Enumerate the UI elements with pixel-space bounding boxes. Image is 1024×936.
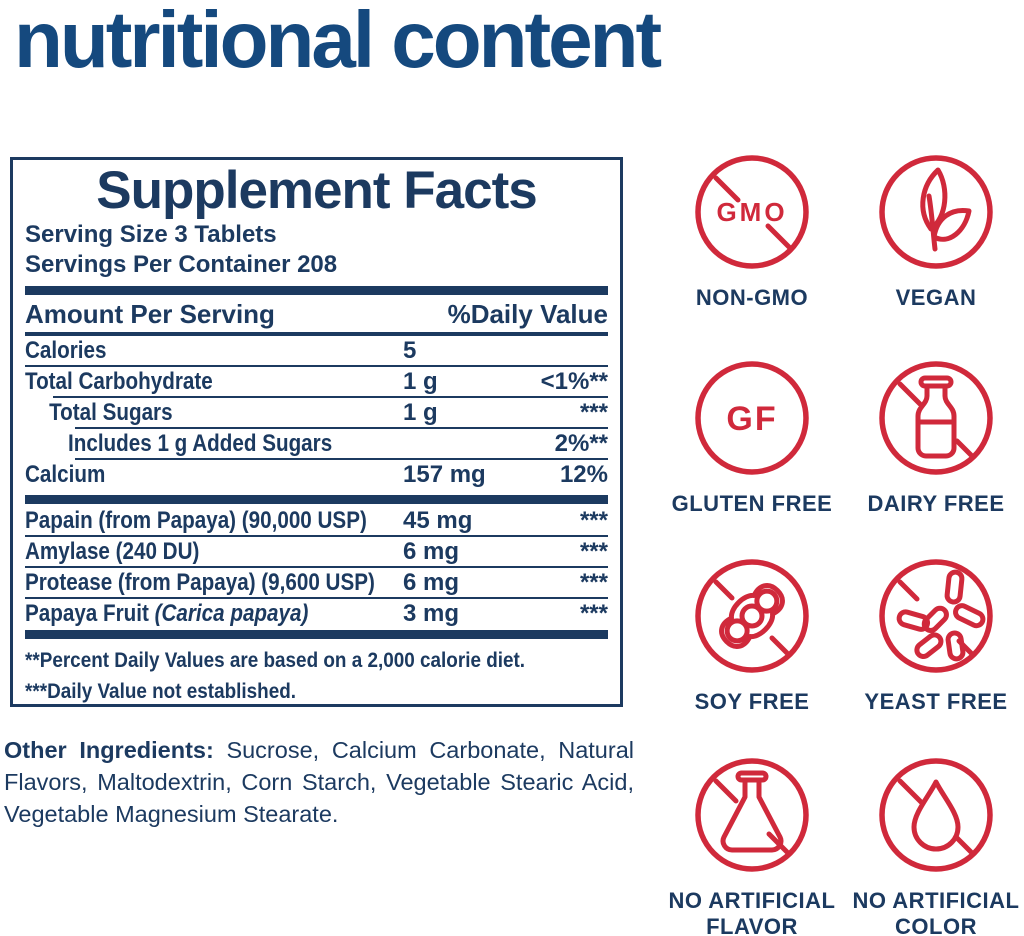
row-dv: *** (579, 569, 608, 596)
gf-icon-text: GF (726, 400, 777, 438)
row-total-carbohydrate: Total Carbohydrate 1 g <1%** (25, 367, 608, 396)
row-divider (25, 535, 608, 537)
row-label: Amylase (240 DU) (25, 538, 200, 565)
badge-label: VEGAN (895, 285, 977, 310)
row-amount: 1 g (403, 399, 438, 426)
row-divider (25, 365, 608, 367)
other-ingredients: Other Ingredients: Sucrose, Calcium Carb… (4, 734, 634, 830)
page-title: nutritional content (14, 0, 662, 84)
badge-label: DAIRY FREE (867, 491, 1005, 516)
certification-badges: GMO NON-GMO VEGAN GF (660, 140, 1024, 936)
badge-label: GLUTEN FREE (671, 491, 833, 516)
gmo-icon-text: GMO (716, 197, 787, 227)
leaves-icon (876, 152, 996, 272)
footnote-daily-values: **Percent Daily Values are based on a 2,… (25, 649, 526, 672)
row-label: Calcium (25, 461, 106, 488)
gf-circle-icon: GF (692, 358, 812, 478)
flask-crossed-icon (692, 755, 812, 875)
row-dv: *** (579, 507, 608, 534)
badge-vegan: VEGAN (844, 140, 1024, 346)
badge-non-gmo: GMO NON-GMO (660, 140, 844, 346)
badge-label: SOY FREE (694, 689, 810, 714)
row-calcium: Calcium 157 mg 12% (25, 460, 608, 489)
serving-size: Serving Size 3 Tablets (25, 221, 277, 248)
badge-no-artificial-flavor: NO ARTIFICIAL FLAVOR (660, 743, 844, 936)
row-amylase: Amylase (240 DU) 6 mg *** (25, 537, 608, 566)
row-dv: *** (579, 538, 608, 565)
table-header: Amount Per Serving %Daily Value (25, 297, 608, 332)
row-divider (75, 427, 608, 429)
badge-no-artificial-color: NO ARTIFICIAL COLOR (844, 743, 1024, 936)
droplet-crossed-icon (876, 755, 996, 875)
row-divider (25, 566, 608, 568)
row-total-sugars: Total Sugars 1 g *** (25, 398, 608, 427)
row-label: Calories (25, 337, 107, 364)
footnotes: **Percent Daily Values are based on a 2,… (25, 645, 608, 707)
row-divider (25, 597, 608, 599)
row-dv: 2%** (554, 430, 608, 457)
yeast-capsules-crossed-icon (876, 556, 996, 676)
soy-pod-crossed-icon (692, 556, 812, 676)
row-label: Total Carbohydrate (25, 368, 213, 395)
row-label: Protease (from Papaya) (9,600 USP) (25, 569, 375, 596)
amount-per-serving-header: Amount Per Serving (25, 299, 275, 329)
row-amount: 6 mg (403, 569, 460, 596)
footnote-not-established: ***Daily Value not established. (25, 680, 296, 703)
supplement-facts-panel: Supplement Facts Serving Size 3 Tablets … (10, 157, 623, 707)
badge-yeast-free: YEAST FREE (844, 544, 1024, 743)
row-divider (75, 458, 608, 460)
row-papaya-fruit: Papaya Fruit (Carica papaya) 3 mg *** (25, 599, 608, 628)
row-label: Total Sugars (49, 399, 173, 426)
row-amount: 157 mg (403, 461, 486, 488)
row-dv: *** (579, 399, 608, 426)
milk-bottle-crossed-icon (876, 358, 996, 478)
thick-divider (25, 630, 608, 639)
gmo-crossed-icon: GMO (692, 152, 812, 272)
row-amount: 5 (403, 337, 417, 364)
badge-label: YEAST FREE (864, 689, 1008, 714)
row-protease: Protease (from Papaya) (9,600 USP) 6 mg … (25, 568, 608, 597)
badge-soy-free: SOY FREE (660, 544, 844, 743)
other-ingredients-text: Sucrose, Calcium Carbonate, Natural Flav… (4, 737, 634, 827)
row-papain: Papain (from Papaya) (90,000 USP) 45 mg … (25, 506, 608, 535)
row-amount: 45 mg (403, 507, 473, 534)
row-dv: 12% (559, 461, 608, 488)
row-label-italic: (Carica papaya) (154, 600, 309, 627)
badge-label: NON-GMO (695, 285, 809, 310)
row-amount: 6 mg (403, 538, 460, 565)
thick-divider (25, 286, 608, 295)
row-added-sugars: Includes 1 g Added Sugars 2%** (25, 429, 608, 458)
row-dv: *** (579, 600, 608, 627)
row-divider (53, 396, 608, 398)
badge-label: NO ARTIFICIAL COLOR (852, 888, 1020, 936)
thick-divider (25, 495, 608, 504)
row-calories: Calories 5 (25, 336, 608, 365)
row-dv: <1%** (540, 368, 608, 395)
row-label: Papain (from Papaya) (90,000 USP) (25, 507, 367, 534)
row-label: Papaya Fruit (Carica papaya) (25, 599, 308, 628)
supplement-facts-title: Supplement Facts (96, 161, 537, 220)
row-amount: 1 g (403, 368, 438, 395)
badge-label: NO ARTIFICIAL FLAVOR (668, 888, 836, 936)
other-ingredients-label: Other Ingredients: (4, 737, 214, 763)
medium-divider (25, 332, 608, 336)
badge-dairy-free: DAIRY FREE (844, 346, 1024, 544)
row-label: Includes 1 g Added Sugars (68, 430, 333, 457)
row-label-regular: Papaya Fruit (25, 600, 155, 627)
daily-value-header: %Daily Value (447, 299, 608, 329)
row-amount: 3 mg (403, 600, 460, 627)
servings-per-container: Servings Per Container 208 (25, 251, 338, 278)
badge-gluten-free: GF GLUTEN FREE (660, 346, 844, 544)
